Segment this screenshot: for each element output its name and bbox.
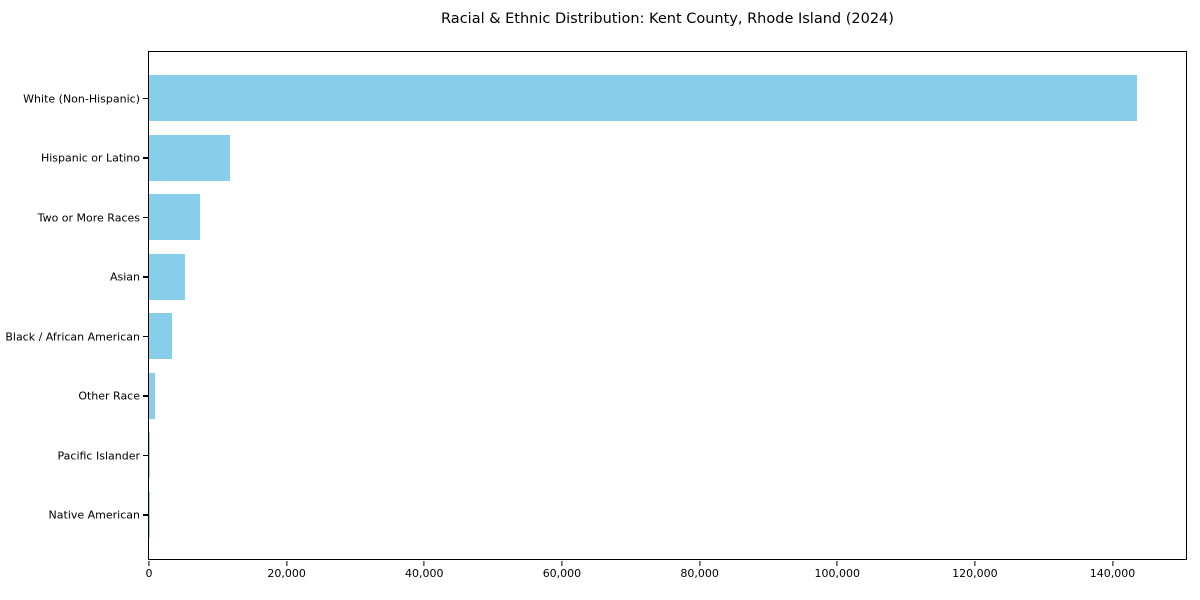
bar-row: Hispanic or Latino [41, 128, 1186, 188]
y-axis-label: Hispanic or Latino [40, 151, 140, 165]
bar [149, 134, 231, 181]
x-axis-tick-label: 80,000 [680, 567, 719, 580]
plot-area: White (Non-Hispanic) Hispanic or Latino Tw… [5, 51, 1187, 580]
y-axis-tick [143, 97, 148, 100]
y-axis-label: White (Non-Hispanic) [23, 92, 140, 105]
y-axis-tick [143, 216, 148, 219]
x-axis-tick [561, 561, 563, 566]
y-axis-label: Asian [109, 270, 140, 284]
y-axis-label: Pacific Islander [57, 449, 140, 462]
y-axis-tick [143, 335, 148, 338]
chart-title: Racial & Ethnic Distribution: Kent Count… [441, 11, 894, 27]
bar-row: White (Non-Hispanic) [23, 69, 1186, 129]
bar-row: Asian [110, 247, 1186, 307]
y-axis-label: Black / African American [5, 330, 140, 343]
bar [149, 432, 150, 479]
y-axis-label: Other Race [78, 389, 140, 403]
bar [149, 313, 172, 360]
x-axis-tick-label: 0 [145, 567, 153, 580]
bar [149, 194, 200, 241]
bar-row: Two or More Races [38, 188, 1186, 248]
x-axis-tick [836, 561, 838, 566]
y-axis-tick [143, 276, 148, 278]
x-axis-tick [1111, 561, 1114, 566]
bar-row: Other Race [78, 366, 1186, 426]
x-axis-tick [698, 561, 701, 566]
x-axis-tick-label: 100,000 [814, 567, 860, 580]
bar [149, 372, 155, 419]
x-axis-tick-label: 120,000 [952, 567, 998, 580]
x-axis-tick [148, 561, 150, 566]
y-axis-label: Native American [48, 508, 140, 522]
bar-row: Black / African American [5, 307, 1186, 367]
x-axis-tick [974, 561, 976, 566]
x-axis-tick-label: 140,000 [1089, 567, 1136, 580]
x-axis-tick [423, 561, 425, 566]
bar-row: Native American [49, 485, 1186, 545]
x-axis-tick [286, 561, 288, 566]
bar [149, 253, 185, 300]
y-axis-tick [143, 395, 148, 397]
bar [149, 75, 1137, 122]
x-axis-tick-label: 60,000 [542, 567, 582, 580]
y-axis-label: Two or More Races [37, 211, 140, 224]
y-axis-tick [143, 157, 148, 159]
x-axis-tick-label: 20,000 [267, 567, 306, 580]
x-axis-tick-label: 40,000 [405, 567, 444, 580]
y-axis-tick [143, 454, 148, 457]
bar-row: Pacific Islander [58, 426, 1186, 486]
y-axis-tick [143, 514, 148, 516]
